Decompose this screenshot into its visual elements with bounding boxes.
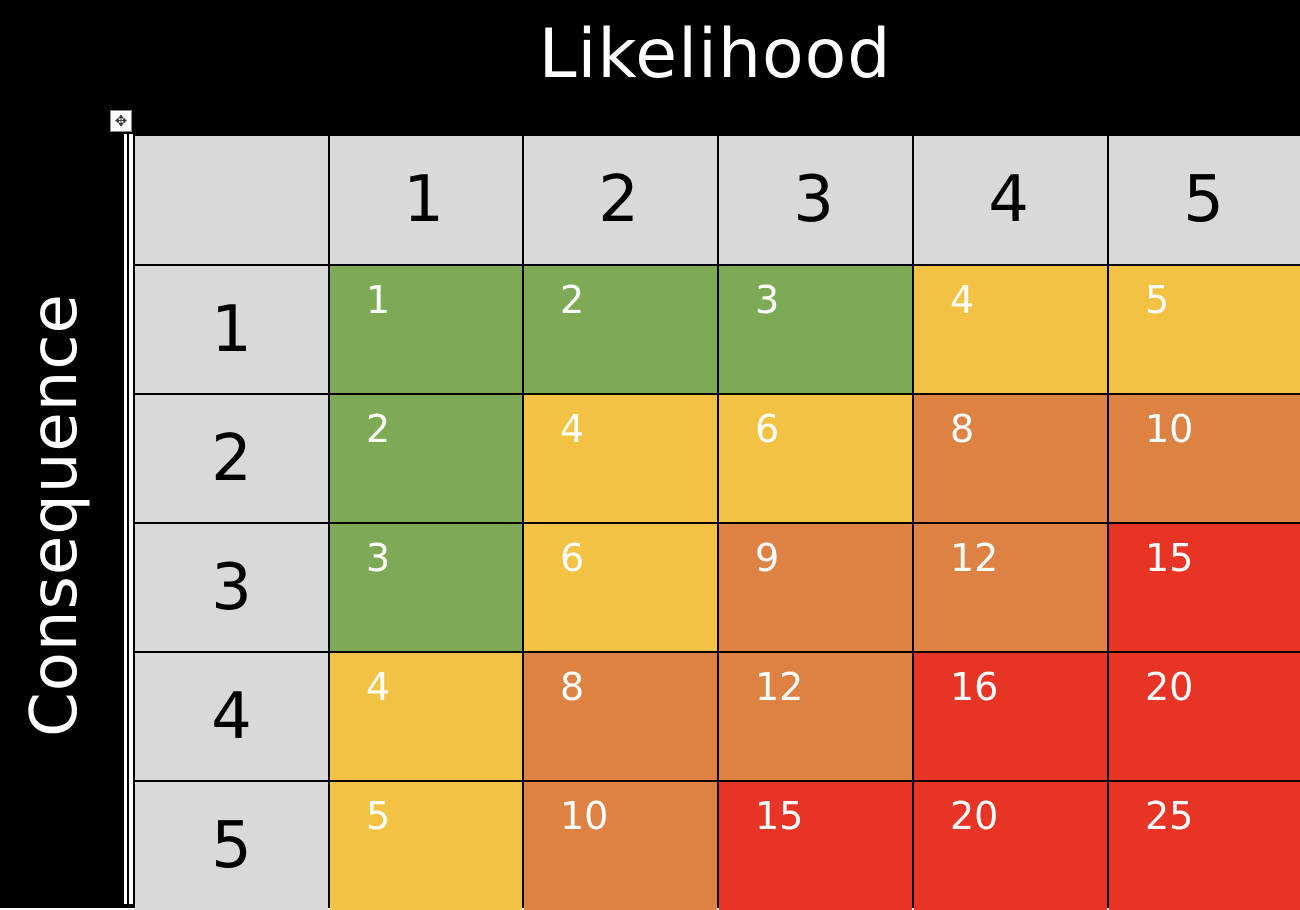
risk-cell: 20 [914, 782, 1107, 910]
risk-cell: 2 [524, 266, 717, 393]
risk-cell: 4 [524, 395, 717, 522]
risk-cell: 8 [914, 395, 1107, 522]
likelihood-header-1: 1 [330, 136, 522, 264]
risk-cell: 4 [914, 266, 1107, 393]
consequence-header-5: 5 [135, 782, 328, 910]
risk-cell: 5 [1109, 266, 1300, 393]
risk-cell: 3 [719, 266, 912, 393]
consequence-header-3: 3 [135, 524, 328, 651]
risk-matrix-table: 1 2 3 4 5 1 1 2 3 4 5 2 2 4 6 8 10 3 3 6… [133, 134, 1300, 910]
risk-cell: 15 [719, 782, 912, 910]
risk-cell: 1 [330, 266, 522, 393]
likelihood-header-2: 2 [524, 136, 717, 264]
risk-cell: 12 [914, 524, 1107, 651]
risk-cell: 15 [1109, 524, 1300, 651]
risk-cell: 9 [719, 524, 912, 651]
risk-cell: 10 [1109, 395, 1300, 522]
risk-cell: 2 [330, 395, 522, 522]
corner-header-cell [135, 136, 328, 264]
likelihood-header-4: 4 [914, 136, 1107, 264]
risk-cell: 6 [719, 395, 912, 522]
risk-cell: 8 [524, 653, 717, 780]
risk-cell: 20 [1109, 653, 1300, 780]
risk-cell: 25 [1109, 782, 1300, 910]
likelihood-header-5: 5 [1109, 136, 1300, 264]
consequence-header-4: 4 [135, 653, 328, 780]
risk-cell: 10 [524, 782, 717, 910]
risk-cell: 6 [524, 524, 717, 651]
consequence-axis-title: Consequence [18, 293, 92, 737]
risk-cell: 12 [719, 653, 912, 780]
consequence-header-2: 2 [135, 395, 328, 522]
table-left-border [124, 134, 134, 904]
risk-cell: 5 [330, 782, 522, 910]
risk-cell: 16 [914, 653, 1107, 780]
risk-cell: 3 [330, 524, 522, 651]
likelihood-header-3: 3 [719, 136, 912, 264]
likelihood-axis-title: Likelihood [538, 15, 892, 94]
move-arrows-icon[interactable]: ✥ [110, 110, 132, 132]
consequence-axis-title-container: Consequence [0, 290, 110, 740]
consequence-header-1: 1 [135, 266, 328, 393]
risk-cell: 4 [330, 653, 522, 780]
